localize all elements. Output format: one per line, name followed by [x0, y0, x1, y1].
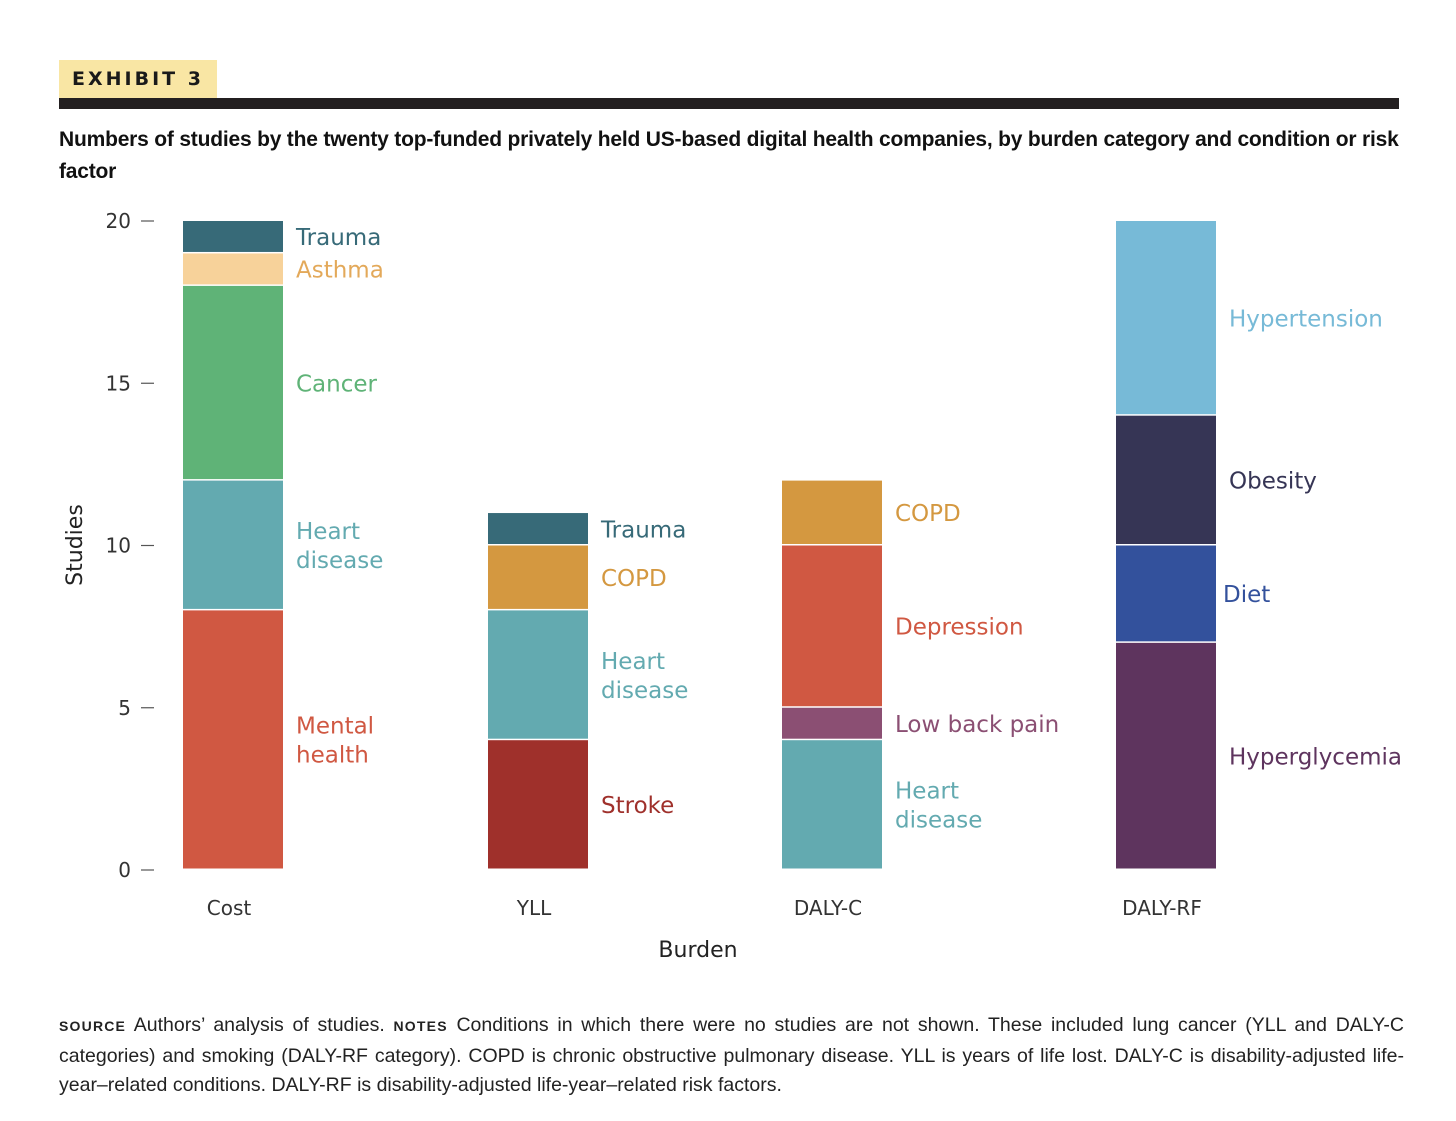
bar-segment	[183, 253, 283, 285]
x-tick-label: YLL	[516, 896, 552, 920]
segment-label: Trauma	[600, 517, 686, 543]
segment-label: Asthma	[296, 258, 384, 284]
segment-label: Low back pain	[895, 712, 1059, 738]
header-rule	[59, 98, 1399, 109]
x-tick-label: Cost	[207, 896, 252, 920]
segment-label: Diet	[1223, 582, 1270, 608]
segment-label: Hyperglycemia	[1229, 744, 1402, 770]
segment-label: Mental	[296, 714, 374, 740]
segment-label: Stroke	[601, 793, 674, 819]
segment-label: Heart	[895, 779, 959, 805]
footer-notes: Source Authors’ analysis of studies. Not…	[59, 1011, 1404, 1101]
y-tick-label: 5	[118, 696, 131, 720]
y-tick-label: 20	[106, 209, 131, 233]
exhibit-label: EXHIBIT 3	[72, 68, 204, 90]
exhibit-tag: EXHIBIT 3	[59, 60, 217, 99]
segment-label: Trauma	[295, 225, 381, 251]
source-label: Source	[59, 1018, 127, 1034]
bar-segment	[1116, 642, 1216, 869]
bar-segment	[183, 610, 283, 869]
segment-label: COPD	[895, 501, 961, 527]
notes-label: Notes	[393, 1018, 448, 1034]
bar-segment	[183, 480, 283, 609]
bar-segment	[1116, 415, 1216, 544]
bar-segment	[183, 285, 283, 480]
segment-label: Depression	[895, 615, 1024, 641]
chart-title: Numbers of studies by the twenty top-fun…	[59, 128, 1399, 183]
segment-label: Heart	[601, 649, 665, 675]
bar-segment	[782, 480, 882, 544]
y-axis-label: Studies	[63, 504, 88, 586]
bar-segment	[1116, 545, 1216, 642]
source-text: Authors’ analysis of studies.	[126, 1014, 394, 1036]
bar-segment	[488, 545, 588, 609]
bar-segment	[782, 707, 882, 739]
y-tick-label: 15	[106, 371, 131, 395]
bar-segment	[488, 740, 588, 869]
segment-label: Cancer	[296, 371, 378, 397]
segment-label: disease	[296, 548, 383, 574]
segment-label: Obesity	[1229, 469, 1317, 495]
x-tick-label: DALY-RF	[1122, 896, 1202, 920]
bar-segment	[782, 545, 882, 707]
y-tick-label: 10	[106, 534, 131, 558]
segment-label: Heart	[296, 519, 360, 545]
segment-label: disease	[895, 808, 982, 834]
bar-segment	[488, 610, 588, 739]
bar-segment	[782, 740, 882, 869]
segment-label: health	[296, 743, 369, 769]
x-tick-label: DALY-C	[794, 896, 862, 920]
notes-text: Conditions in which there were no studie…	[59, 1014, 1404, 1096]
y-tick-label: 0	[118, 858, 131, 882]
bar-segment	[488, 513, 588, 544]
segment-label: Hypertension	[1229, 306, 1383, 332]
x-axis-label: Burden	[658, 938, 737, 963]
segment-label: disease	[601, 678, 688, 704]
bar-segment	[183, 221, 283, 252]
bar-segment	[1116, 221, 1216, 415]
segment-label: COPD	[601, 566, 667, 592]
